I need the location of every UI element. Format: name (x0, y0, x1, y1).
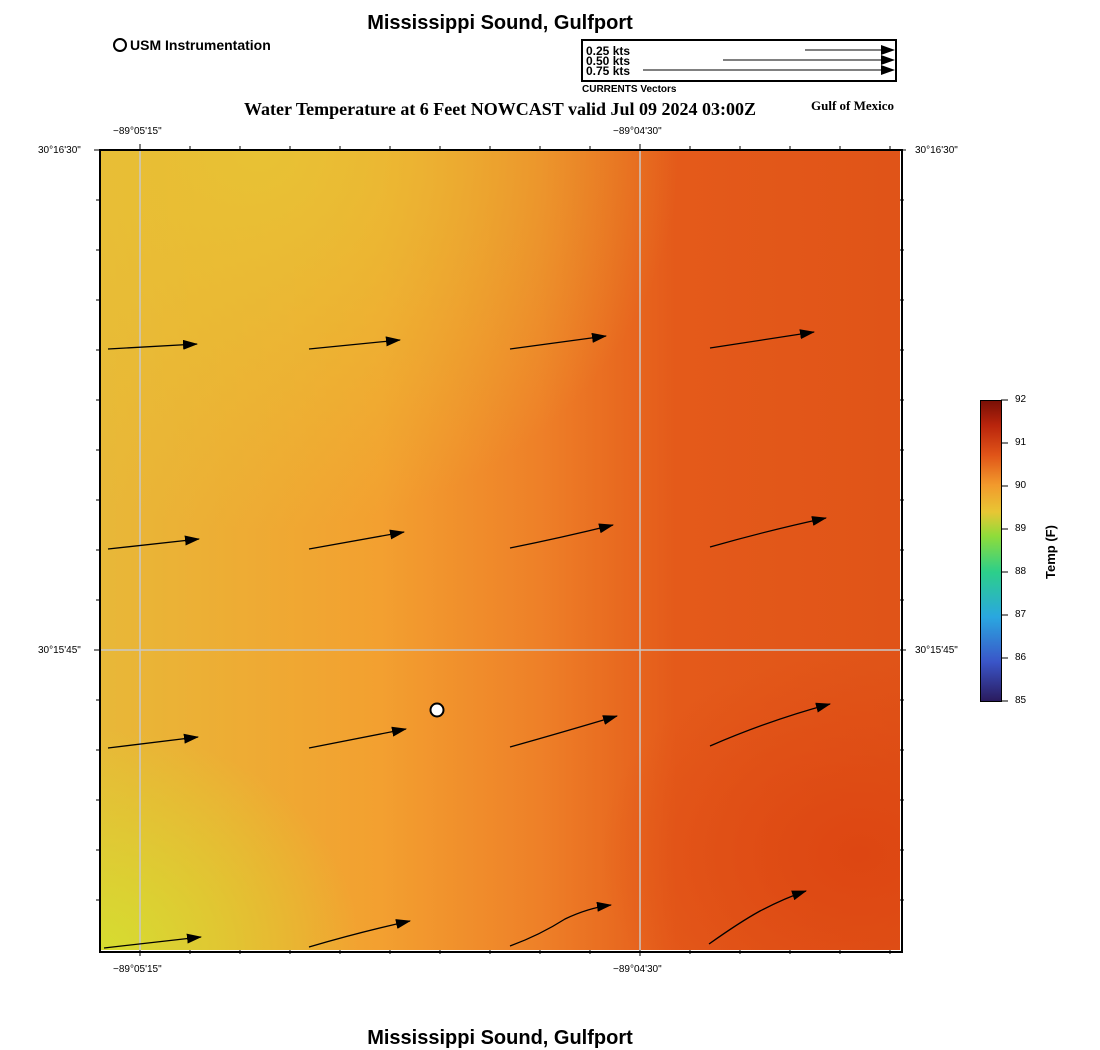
right-tick-label-1: 30°16'30" (915, 145, 958, 156)
temperature-map[interactable] (100, 150, 900, 950)
left-tick-label-2: 30°15'45" (38, 645, 81, 656)
map-subtitle: Water Temperature at 6 Feet NOWCAST vali… (244, 99, 756, 119)
bottom-tick-label-1: −89°05'15" (113, 964, 162, 975)
current-vector (509, 332, 607, 350)
top-tick-label-2: −89°04'30" (613, 126, 662, 137)
left-tick-label-1: 30°16'30" (38, 145, 81, 156)
colorbar-title: Temp (F) (1043, 525, 1058, 579)
current-vector (308, 726, 407, 749)
right-tick-label-2: 30°15'45" (915, 645, 958, 656)
usm-instrument-station[interactable] (429, 702, 445, 718)
current-vector (709, 516, 827, 548)
current-vector (509, 523, 614, 549)
instrument-legend-label: USM Instrumentation (130, 37, 271, 53)
current-vector (103, 933, 202, 949)
current-vector (708, 890, 807, 945)
vector-legend-caption: CURRENTS Vectors (582, 84, 677, 95)
current-vector (308, 919, 411, 948)
current-vector (308, 529, 405, 550)
vector-legend-entry-025: 0.25 kts (586, 44, 631, 58)
instrument-circle-icon (113, 38, 127, 52)
colorbar-tick-86: 86 (1015, 652, 1027, 663)
colorbar-tick-85: 85 (1015, 695, 1027, 706)
colorbar-ticks (1001, 399, 1008, 702)
colorbar (980, 400, 1002, 702)
footer-title: Mississippi Sound, Gulfport (367, 1027, 633, 1049)
colorbar-tick-90: 90 (1015, 480, 1027, 491)
vector-legend-entry-050: 0.50 kts (586, 54, 631, 68)
colorbar-tick-91: 91 (1015, 437, 1027, 448)
current-vector (107, 733, 199, 749)
current-vector (709, 329, 815, 349)
region-label: Gulf of Mexico (811, 98, 895, 113)
vector-legend-entry-075: 0.75 kts (586, 64, 631, 78)
colorbar-tick-89: 89 (1015, 523, 1027, 534)
page-title: Mississippi Sound, Gulfport (367, 12, 633, 34)
current-vector (509, 715, 618, 748)
colorbar-tick-92: 92 (1015, 394, 1027, 405)
vector-legend: 0.25 kts 0.50 kts 0.75 kts (581, 39, 897, 82)
tick-marks (94, 144, 906, 956)
current-vectors (103, 329, 831, 949)
current-vector (709, 702, 831, 747)
colorbar-tick-88: 88 (1015, 566, 1027, 577)
current-vector (107, 339, 198, 350)
vector-legend-arrows (643, 45, 895, 75)
top-tick-label-1: −89°05'15" (113, 126, 162, 137)
colorbar-tick-87: 87 (1015, 609, 1027, 620)
current-vector (308, 336, 401, 350)
current-vector (107, 535, 200, 550)
bottom-tick-label-2: −89°04'30" (613, 964, 662, 975)
current-vector (509, 901, 612, 947)
